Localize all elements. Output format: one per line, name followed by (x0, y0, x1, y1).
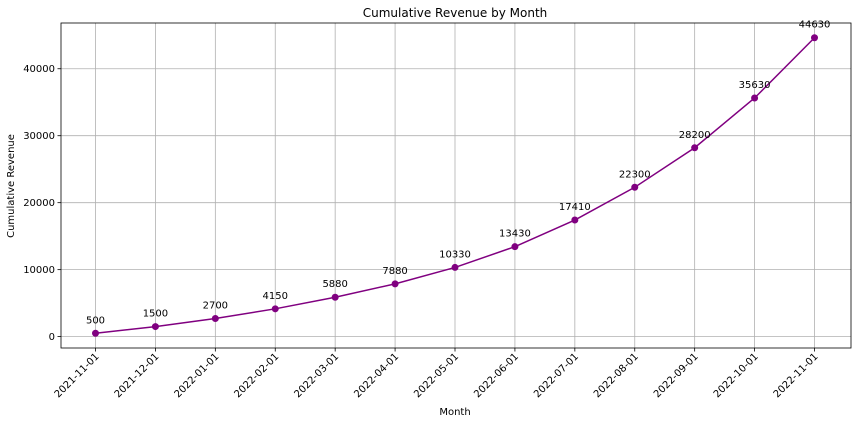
y-tick-label: 30000 (23, 131, 55, 142)
data-label: 500 (86, 315, 105, 326)
data-point (511, 243, 519, 251)
data-point (391, 280, 399, 288)
data-label: 13430 (499, 229, 531, 240)
data-point (211, 315, 219, 323)
data-point (631, 183, 639, 191)
data-label: 44630 (799, 20, 831, 31)
data-point (331, 293, 339, 301)
y-tick-label: 0 (49, 332, 55, 343)
data-label: 22300 (619, 169, 651, 180)
y-axis-ticks: 0 10000 20000 30000 40000 (23, 64, 61, 343)
data-label: 2700 (203, 301, 228, 312)
chart-title: Cumulative Revenue by Month (363, 6, 548, 20)
data-label: 10330 (439, 249, 471, 260)
data-labels: 500 1500 2700 4150 5880 7880 10330 13430 17410 22… (86, 20, 830, 327)
data-label: 1500 (143, 309, 168, 320)
plot-frame (60, 22, 852, 349)
y-tick-label: 10000 (23, 265, 55, 276)
data-label: 28200 (679, 130, 711, 141)
x-axis-label: Month (439, 407, 470, 418)
data-label: 4150 (263, 291, 288, 302)
data-point (691, 144, 699, 152)
data-label: 5880 (322, 279, 347, 290)
data-point (571, 216, 579, 224)
data-point (271, 305, 279, 313)
data-point (451, 263, 459, 271)
data-point (92, 329, 99, 337)
data-label: 7880 (382, 266, 407, 277)
data-point (151, 323, 159, 331)
data-point (811, 34, 818, 42)
y-axis-label: Cumulative Revenue (6, 134, 17, 238)
data-label: 17410 (559, 202, 591, 213)
data-point (751, 94, 759, 102)
series-layer (92, 34, 818, 337)
y-tick-label: 40000 (23, 64, 55, 75)
data-label: 35630 (739, 80, 771, 91)
grid-lines (61, 23, 851, 348)
y-tick-label: 20000 (23, 198, 55, 209)
